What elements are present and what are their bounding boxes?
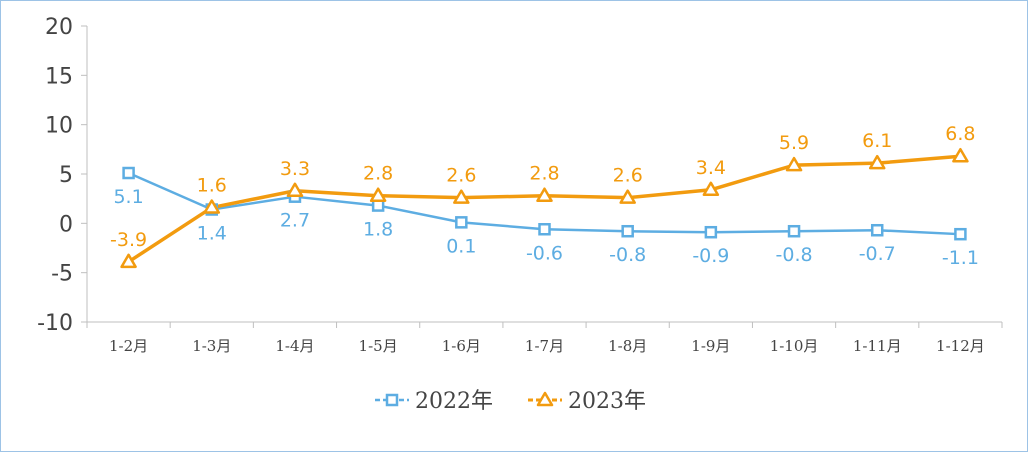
point-2023: [952, 147, 969, 163]
data-label-2022: -0.6: [526, 242, 563, 264]
point-2022: [455, 216, 468, 229]
legend-marker: [385, 393, 399, 407]
point-2022: [954, 227, 967, 241]
data-label-2023: 2.8: [363, 163, 393, 185]
point-2023: [619, 189, 636, 204]
point-2022: [787, 224, 801, 238]
data-label-2023: 3.4: [696, 157, 726, 179]
data-label-2023: 3.3: [280, 158, 310, 180]
point-2022: [621, 224, 634, 238]
point-2023: [702, 181, 720, 197]
point-2023: [536, 187, 553, 202]
x-tick-label: 1-4月: [275, 337, 314, 355]
data-label-2022: -0.7: [859, 243, 896, 265]
data-label-2023: 5.9: [779, 132, 809, 154]
data-label-2023: 1.6: [197, 175, 227, 197]
point-2022: [704, 225, 718, 239]
data-label-2022: 5.1: [113, 186, 143, 208]
data-label-2023: 6.8: [945, 123, 975, 145]
legend-label: 2022年: [415, 389, 493, 414]
x-tick-label: 1-3月: [192, 337, 231, 355]
x-tick-label: 1-12月: [936, 337, 985, 355]
data-label-2023: 2.6: [446, 165, 476, 187]
point-2022: [122, 166, 135, 180]
y-tick-label: 5: [59, 163, 73, 188]
x-tick-label: 1-8月: [608, 337, 647, 355]
series-layer: [120, 147, 969, 269]
point-2023: [785, 156, 803, 172]
data-label-2022: -0.8: [609, 244, 646, 266]
legend: 2022年 2023年: [375, 389, 646, 414]
x-tick-label: 1-7月: [525, 337, 564, 355]
x-tick-label: 1-5月: [359, 337, 398, 355]
data-label-2023: 6.1: [862, 130, 892, 152]
data-label-2023: -3.9: [110, 229, 147, 251]
data-label-2022: 2.7: [280, 210, 310, 232]
data-label-2022: 1.4: [197, 223, 227, 245]
point-2023: [369, 187, 387, 202]
x-tick-label: 1-9月: [691, 337, 730, 355]
y-tick-label: 20: [45, 15, 73, 40]
point-2022: [538, 223, 551, 236]
y-tick-label: 15: [45, 64, 73, 89]
data-label-2022: -0.8: [776, 244, 813, 266]
data-label-2022: 1.8: [363, 219, 393, 241]
x-tick-label: 1-11月: [853, 337, 902, 355]
y-tick-label: -5: [51, 262, 73, 287]
point-2022: [371, 199, 385, 212]
x-tick-label: 1-6月: [442, 337, 481, 355]
y-tick-label: 10: [45, 114, 73, 139]
legend-label: 2023年: [568, 389, 646, 414]
data-labels: 5.1 1.4 2.7 1.8 0.1 -0.6 -0.8 -0.9 -0.8 -0.7 -1.1 -…: [110, 123, 979, 269]
point-2023: [286, 182, 304, 198]
x-tick-label: 1-10月: [770, 337, 819, 355]
legend-marker: [536, 391, 554, 407]
point-2023: [203, 199, 221, 214]
y-tick-label: 0: [59, 212, 73, 237]
data-label-2023: 2.6: [613, 165, 643, 187]
point-2023: [868, 154, 886, 170]
point-2022: [870, 223, 884, 237]
point-2023: [120, 253, 137, 269]
data-label-2023: 2.8: [529, 163, 559, 185]
y-tick-label: -10: [37, 311, 73, 336]
data-label-2022: 0.1: [446, 235, 476, 257]
x-tick-label: 1-2月: [109, 337, 148, 355]
data-label-2022: -1.1: [942, 247, 979, 269]
point-2023: [453, 189, 470, 204]
axes: -10 -5 0 5 10 15 20 1-2月 1-3月 1-4月 1-5月 1-6月 1-7月 1-8…: [37, 15, 1003, 355]
data-label-2022: -0.9: [692, 245, 729, 267]
